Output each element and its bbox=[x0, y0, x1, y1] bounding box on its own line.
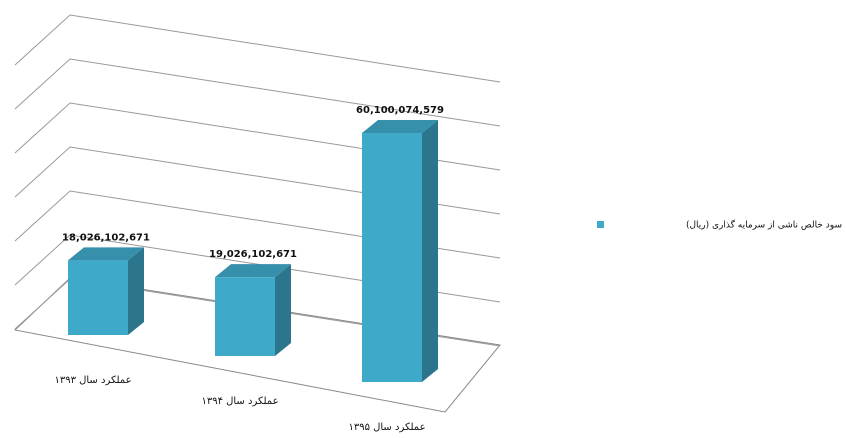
bar bbox=[362, 120, 438, 382]
bar-face bbox=[215, 277, 275, 356]
bar-face bbox=[215, 264, 291, 278]
legend-label: سود خالص ناشی از سرمایه گذاری (ریال) bbox=[686, 219, 842, 231]
legend-swatch bbox=[597, 221, 604, 228]
grid-line bbox=[14, 234, 501, 303]
value-label: 18,026,102,671 bbox=[62, 232, 150, 243]
x-tick-label: عملکرد سال ۱۳۹۳ bbox=[54, 375, 131, 386]
bar-face bbox=[68, 260, 128, 335]
bar-face bbox=[275, 264, 291, 356]
bar-face bbox=[422, 120, 438, 382]
x-tick-label: عملکرد سال ۱۳۹۵ bbox=[348, 422, 425, 433]
x-tick-label: عملکرد سال ۱۳۹۴ bbox=[201, 396, 278, 407]
bar bbox=[215, 264, 291, 356]
bar-face bbox=[68, 247, 144, 261]
value-label: 19,026,102,671 bbox=[209, 249, 297, 260]
bar-face bbox=[128, 247, 144, 335]
grid-line bbox=[14, 102, 501, 171]
bar bbox=[68, 247, 144, 335]
bar-face bbox=[362, 133, 422, 382]
bar-face bbox=[362, 120, 438, 134]
value-label: 60,100,074,579 bbox=[356, 105, 444, 116]
grid-line bbox=[14, 190, 501, 259]
grid-line bbox=[14, 146, 501, 215]
grid-line bbox=[14, 58, 501, 127]
grid-line bbox=[14, 14, 501, 83]
